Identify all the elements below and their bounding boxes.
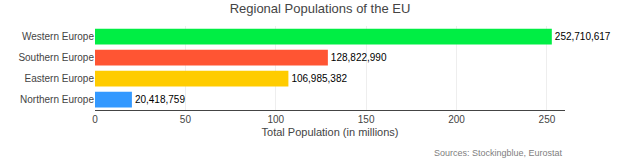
- svg-text:Sources: Stockingblue, Eurosta: Sources: Stockingblue, Eurostat: [434, 148, 563, 158]
- svg-text:50: 50: [180, 114, 192, 125]
- svg-text:Total Population (in millions): Total Population (in millions): [262, 126, 399, 138]
- svg-text:0: 0: [92, 114, 98, 125]
- svg-text:106,985,382: 106,985,382: [291, 73, 347, 84]
- svg-text:100: 100: [267, 114, 284, 125]
- svg-text:Western Europe: Western Europe: [22, 31, 95, 42]
- svg-text:252,710,617: 252,710,617: [555, 31, 611, 42]
- svg-text:250: 250: [539, 114, 556, 125]
- svg-text:200: 200: [448, 114, 465, 125]
- svg-text:Regional Populations of the EU: Regional Populations of the EU: [230, 1, 411, 16]
- svg-text:128,822,990: 128,822,990: [331, 52, 387, 63]
- svg-text:Southern Europe: Southern Europe: [18, 52, 94, 63]
- svg-text:150: 150: [358, 114, 375, 125]
- svg-text:Eastern Europe: Eastern Europe: [25, 73, 95, 84]
- svg-text:20,418,759: 20,418,759: [135, 94, 185, 105]
- svg-text:Northern Europe: Northern Europe: [20, 94, 94, 105]
